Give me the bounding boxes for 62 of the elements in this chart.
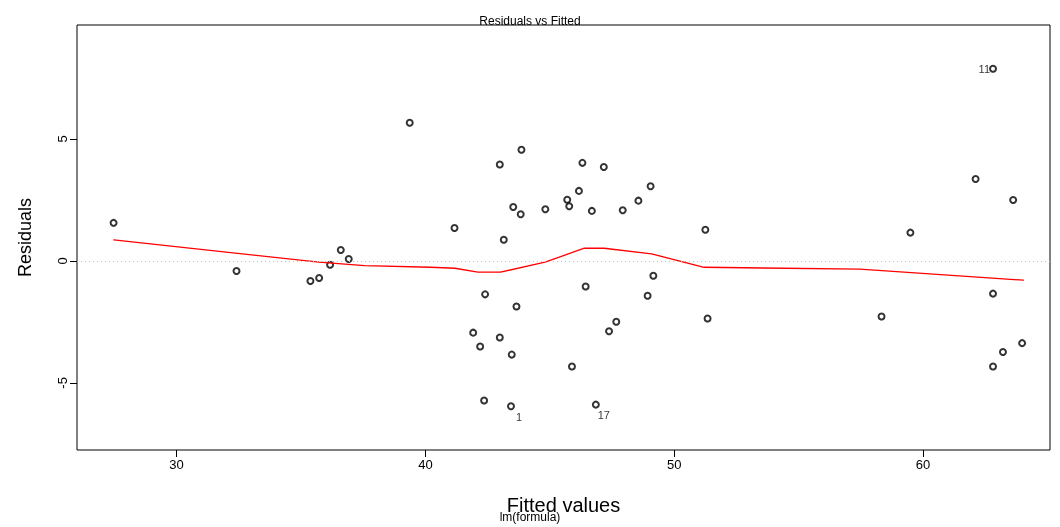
point <box>877 312 886 321</box>
point <box>450 223 459 232</box>
point <box>306 276 315 285</box>
point <box>574 186 583 195</box>
annotation: 1 <box>515 410 523 423</box>
point <box>480 396 489 405</box>
point <box>634 196 643 205</box>
point <box>476 342 485 351</box>
point <box>989 64 998 73</box>
point <box>971 174 980 183</box>
point <box>989 362 998 371</box>
point <box>509 203 518 211</box>
point <box>998 347 1007 356</box>
point <box>507 350 516 359</box>
line-series <box>113 239 1025 281</box>
point <box>599 162 608 171</box>
point <box>565 202 574 211</box>
point <box>989 289 998 298</box>
point <box>605 327 614 336</box>
point <box>567 362 576 371</box>
y-axis-title: Residuals <box>15 197 35 278</box>
x-tick-label: 50 <box>667 457 682 472</box>
point <box>512 302 521 311</box>
point <box>481 290 490 299</box>
point <box>495 333 504 342</box>
point <box>315 274 324 282</box>
point <box>578 158 587 167</box>
point <box>336 245 345 254</box>
x-tick-label: 60 <box>915 457 931 472</box>
point <box>109 218 118 227</box>
point <box>587 206 596 215</box>
point <box>495 160 504 169</box>
point <box>618 206 627 215</box>
x-tick-label: 30 <box>169 457 184 472</box>
y-tick-label: -5 <box>55 377 70 389</box>
chart-title: Residuals vs Fitted <box>479 14 581 28</box>
y-tick-label: 5 <box>55 135 70 143</box>
point <box>581 282 590 291</box>
point <box>405 118 414 127</box>
point <box>232 266 241 275</box>
point <box>516 210 525 219</box>
point <box>701 225 710 234</box>
point <box>469 328 478 337</box>
point <box>507 402 515 411</box>
annotation: 17 <box>597 409 610 422</box>
point <box>344 254 353 263</box>
point <box>643 291 652 300</box>
point <box>612 317 621 326</box>
point <box>906 228 915 237</box>
point <box>646 182 655 191</box>
point <box>649 271 658 280</box>
point <box>517 145 526 154</box>
point <box>541 205 550 214</box>
annotation: 11 <box>978 62 991 75</box>
point <box>1009 195 1018 204</box>
point <box>591 400 600 409</box>
y-tick-label: 0 <box>55 257 70 265</box>
point <box>499 235 508 244</box>
point <box>1018 339 1027 348</box>
x-tick-label: 40 <box>418 457 433 472</box>
point <box>703 314 712 323</box>
point <box>563 195 572 204</box>
